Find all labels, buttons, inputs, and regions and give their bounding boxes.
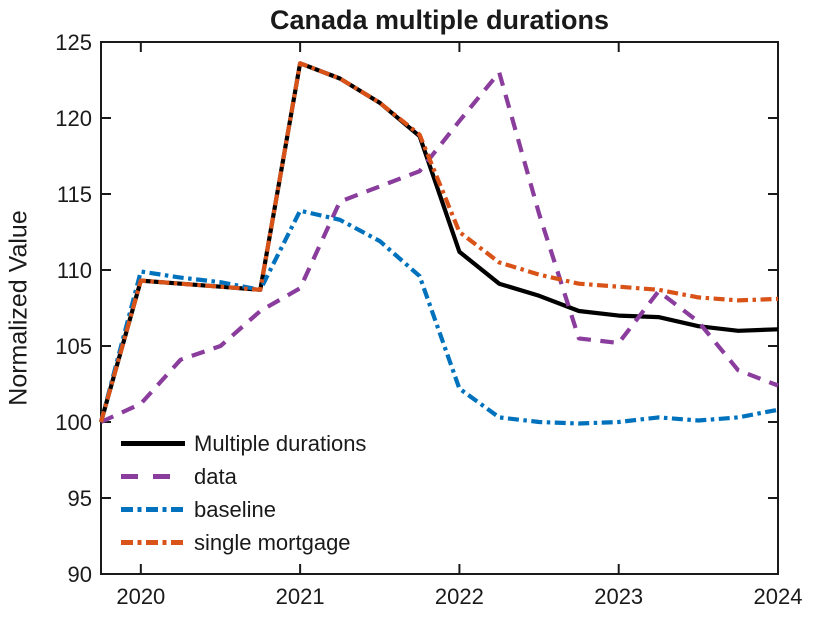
legend-item-baseline: baseline <box>121 493 366 526</box>
y-tick-label: 100 <box>55 410 92 435</box>
legend: Multiple durations data baseline single … <box>121 427 366 559</box>
series-line-data <box>100 70 779 424</box>
y-tick-label: 120 <box>55 106 92 131</box>
legend-line-sample-dashdot <box>121 540 185 545</box>
y-tick-label: 125 <box>55 30 92 55</box>
legend-item-single-mortgage: single mortgage <box>121 526 366 559</box>
x-tick-label: 2020 <box>116 584 165 609</box>
legend-label: single mortgage <box>194 529 351 555</box>
legend-item-data: data <box>121 460 366 493</box>
series-line-baseline <box>98 208 779 426</box>
y-tick-label: 95 <box>68 486 92 511</box>
x-tick-label: 2023 <box>594 584 643 609</box>
series-line-single-mortgage <box>98 61 779 423</box>
series-line-multiple-durations <box>98 61 779 423</box>
x-tick-label: 2024 <box>754 584 803 609</box>
legend-label: baseline <box>194 496 276 522</box>
chart-title: Canada multiple durations <box>269 5 610 35</box>
y-tick-label: 90 <box>68 562 92 587</box>
legend-item-multiple-durations: Multiple durations <box>121 427 366 460</box>
plot-box <box>100 41 779 575</box>
legend-label: data <box>194 463 237 489</box>
x-tick-label: 2022 <box>435 584 484 609</box>
legend-line-sample-dashdot <box>121 507 185 512</box>
y-tick-label: 105 <box>55 334 92 359</box>
legend-line-sample-dashed <box>121 474 185 479</box>
y-tick-label: 110 <box>57 258 92 283</box>
legend-label: Multiple durations <box>194 430 367 456</box>
legend-line-sample-solid <box>121 441 185 446</box>
x-tick-label: 2021 <box>276 584 325 609</box>
y-tick-label: 115 <box>57 182 92 207</box>
